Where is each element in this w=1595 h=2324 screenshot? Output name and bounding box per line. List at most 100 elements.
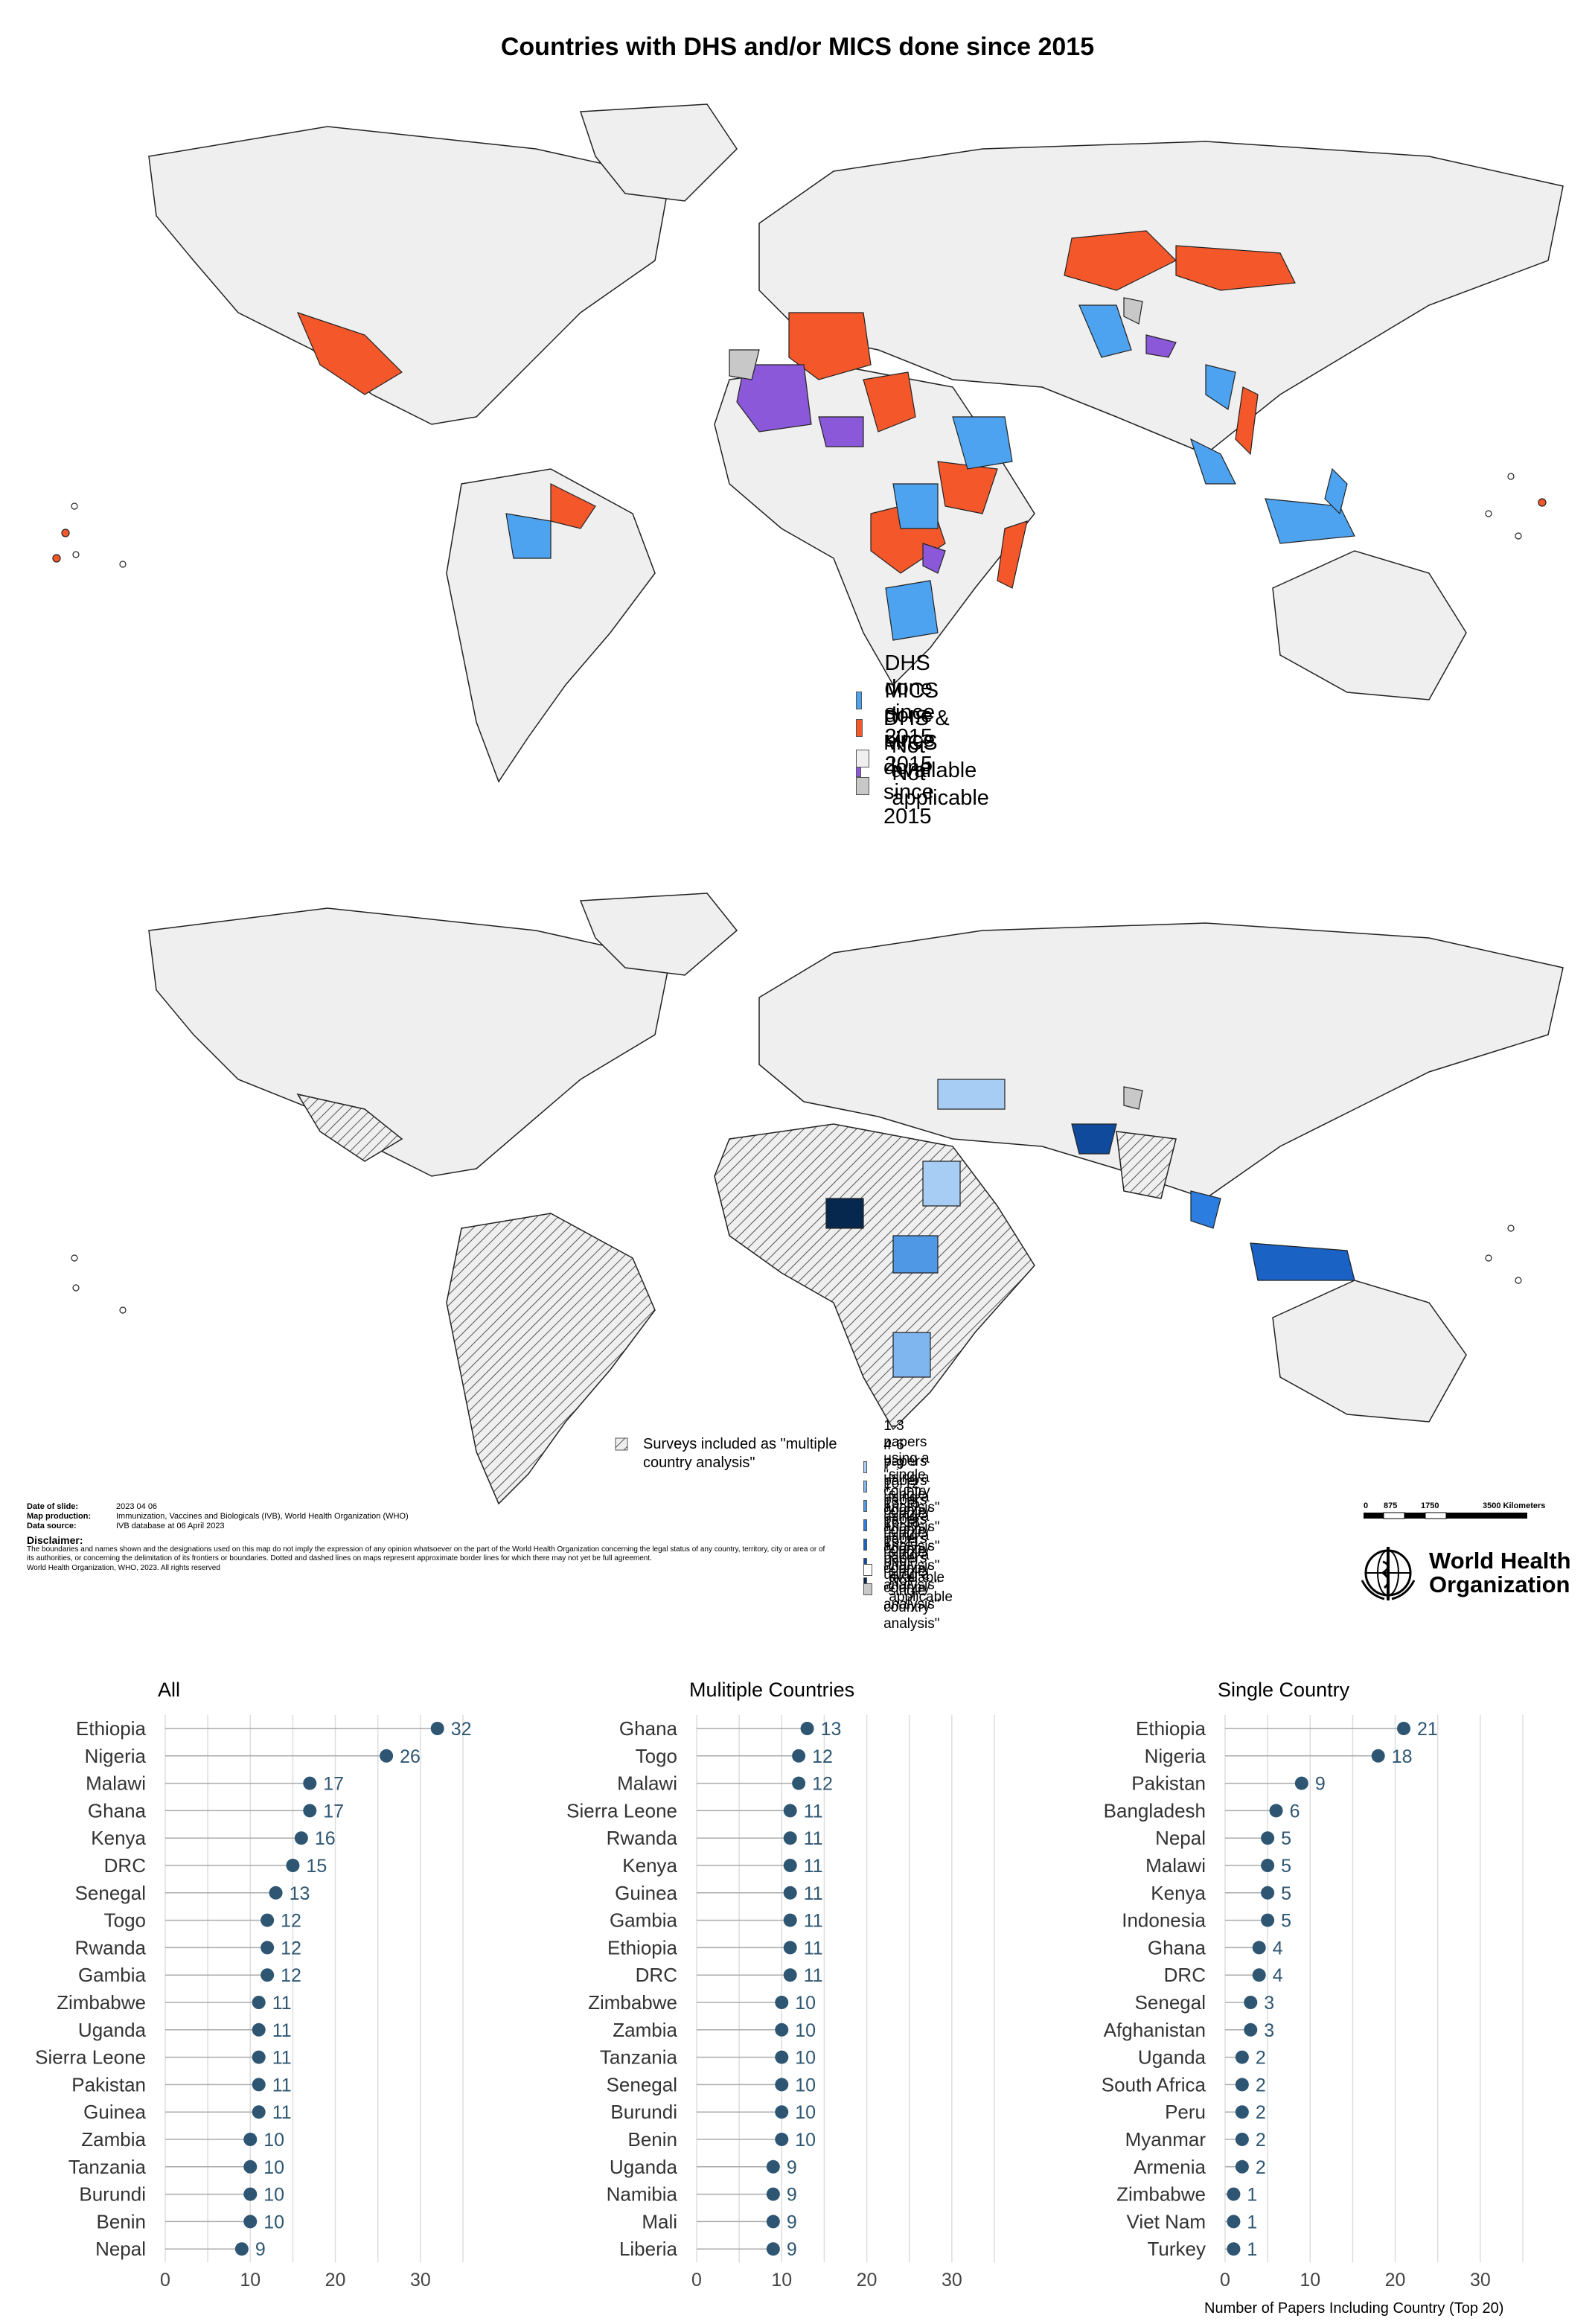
- category-label: Senegal: [607, 2073, 677, 2095]
- legend-item-dhs: DHS done since 2015: [856, 651, 947, 750]
- lollipop-dot: [783, 1859, 797, 1872]
- lollipop-dot: [243, 2187, 258, 2201]
- disclaimer-text: The boundaries and names shown and the d…: [27, 1545, 825, 1562]
- value-label: 10: [795, 2048, 816, 2069]
- legend-item-dhs-mics: DHS & MICS done since 2015: [856, 706, 950, 829]
- legend-swatch: [856, 777, 870, 795]
- value-label: 26: [400, 1746, 421, 1767]
- category-label: Sierra Leone: [35, 2046, 146, 2069]
- category-label: South Africa: [1102, 2073, 1206, 2095]
- category-label: Malawi: [617, 1772, 677, 1795]
- hatch-legend: Surveys included as "multiple country an…: [615, 1435, 844, 1472]
- x-axis-label: Number of Papers Including Country (Top …: [1204, 2300, 1504, 2317]
- value-label: 11: [804, 1828, 823, 1849]
- lollipop-dot: [1227, 2187, 1241, 2201]
- lollipop-dot: [766, 2159, 780, 2174]
- legend-item-16-18: 16-18 papers using a "single country ana…: [863, 1515, 947, 1613]
- x-tick-label: 20: [325, 2270, 346, 2291]
- category-label: Senegal: [75, 1882, 146, 1904]
- value-label: 2: [1256, 2157, 1266, 2178]
- lollipop-dot: [380, 1749, 394, 1763]
- lollipop-dot: [783, 1968, 797, 1982]
- category-label: Ghana: [619, 1717, 678, 1740]
- category-label: Kenya: [91, 1827, 146, 1849]
- category-label: Guinea: [83, 2101, 146, 2123]
- category-label: Turkey: [1148, 2238, 1206, 2260]
- lollipop-dot: [1227, 2242, 1241, 2256]
- value-label: 1: [1247, 2212, 1257, 2232]
- lollipop-dot: [1371, 1749, 1385, 1763]
- legend-item-not-applicable: Not applicable: [863, 1573, 956, 1606]
- value-label: 9: [255, 2239, 266, 2260]
- category-label: Gambia: [610, 1909, 678, 1932]
- value-label: 10: [795, 2102, 816, 2123]
- lollipop-dot: [1235, 2133, 1249, 2146]
- x-tick-label: 10: [1300, 2270, 1320, 2291]
- value-label: 3: [1264, 1993, 1274, 2014]
- lollipop-dot: [234, 2242, 249, 2256]
- category-label: Ghana: [88, 1799, 147, 1822]
- value-label: 5: [1281, 1856, 1291, 1877]
- value-label: 2: [1256, 2048, 1266, 2069]
- category-label: Kenya: [1151, 1882, 1206, 1904]
- value-label: 15: [306, 1856, 327, 1877]
- value-label: 6: [1290, 1801, 1300, 1822]
- legend-swatch: [863, 1500, 868, 1512]
- map-title: Countries with DHS and/or MICS done sinc…: [500, 33, 1095, 61]
- lollipop-dot: [252, 2078, 266, 2092]
- category-label: Rwanda: [607, 1827, 678, 1849]
- category-label: Liberia: [619, 2238, 678, 2260]
- category-label: Zimbabwe: [1116, 2183, 1206, 2206]
- lollipop-dot: [1235, 2159, 1249, 2174]
- value-label: 13: [821, 1719, 842, 1740]
- lollipop-dot: [1235, 2105, 1249, 2119]
- value-label: 17: [323, 1774, 344, 1795]
- x-tick-label: 10: [771, 2270, 792, 2291]
- lollipop-dot: [783, 1941, 797, 1955]
- category-label: Uganda: [610, 2156, 678, 2178]
- category-label: Pakistan: [71, 2073, 146, 2095]
- value-label: 10: [795, 1993, 816, 2014]
- x-tick-label: 30: [942, 2270, 962, 2291]
- value-label: 13: [290, 1883, 310, 1904]
- lollipop-dot: [775, 1996, 789, 2009]
- lollipop-dot: [269, 1886, 283, 1900]
- legend-item-not-available: Not available: [856, 734, 981, 783]
- legend-swatch: [863, 1481, 868, 1493]
- category-label: Nepal: [1155, 1827, 1206, 1849]
- hatch-swatch: [615, 1437, 628, 1451]
- value-label: 17: [323, 1801, 344, 1822]
- lollipop-dot: [260, 1941, 275, 1955]
- lollipop-dot: [783, 1831, 797, 1845]
- scale-tick: 0: [1364, 1501, 1368, 1510]
- lollipop-dot: [775, 2133, 789, 2146]
- category-label: Peru: [1165, 2101, 1206, 2123]
- who-logo: World Health Organization: [1355, 1539, 1571, 1606]
- category-label: Malawi: [1145, 1854, 1206, 1877]
- lollipop-dot: [1261, 1831, 1275, 1845]
- value-label: 11: [804, 1801, 823, 1822]
- lollipop-dot: [783, 1913, 797, 1927]
- x-tick-label: 0: [160, 2270, 170, 2291]
- disclaimer-title: Disclaimer:: [27, 1534, 83, 1546]
- value-label: 11: [804, 1938, 823, 1959]
- value-label: 10: [795, 2075, 816, 2095]
- category-label: Senegal: [1135, 1991, 1206, 2014]
- lollipop-dot: [252, 2050, 266, 2064]
- lollipop-dot: [243, 2159, 258, 2174]
- category-label: Armenia: [1134, 2156, 1206, 2178]
- value-label: 5: [1281, 1828, 1291, 1849]
- lollipop-dot: [1235, 2050, 1249, 2064]
- category-label: Zimbabwe: [57, 1991, 146, 2014]
- x-tick-label: 30: [410, 2270, 431, 2291]
- panel-title-all: All: [158, 1679, 181, 1701]
- lollipop-dot: [286, 1859, 300, 1872]
- lollipop-dot: [1252, 1941, 1266, 1955]
- x-tick-label: 0: [691, 2270, 702, 2291]
- legend-item-10-12: 10-12 papers using a "single country ana…: [863, 1476, 947, 1574]
- lollipop-dot: [1261, 1859, 1275, 1872]
- lollipop-dot: [303, 1776, 317, 1790]
- lollipop-dot: [252, 1996, 266, 2009]
- value-label: 1: [1247, 2185, 1257, 2206]
